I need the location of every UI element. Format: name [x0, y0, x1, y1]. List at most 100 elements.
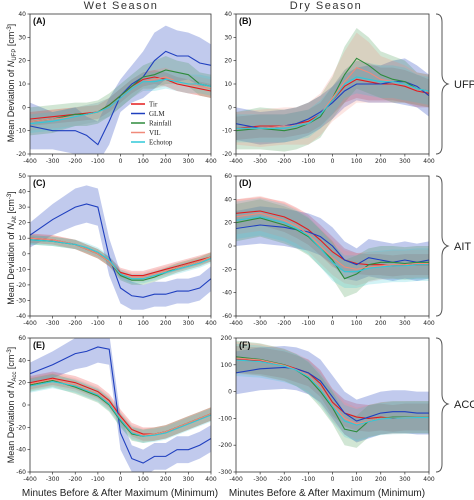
line-d-vil: [236, 212, 429, 270]
band-d-rainfall: [236, 199, 429, 298]
xtick-label-f: 0: [331, 476, 335, 483]
ytick-label-d: 60: [224, 173, 232, 180]
ytick-label-e: -60: [16, 469, 26, 476]
panel-e: -400 -300 -200 -100 0 100 200 300 400-60-40-2002…: [16, 335, 217, 483]
ytick-label-f: 0: [228, 389, 232, 396]
band-b-rainfall: [236, 28, 429, 152]
ytick-label-d: -20: [222, 266, 232, 273]
panel-label-d: (D): [239, 178, 252, 188]
ytick-label-b: 20: [224, 58, 232, 65]
panel-b: -400 -300 -200 -100 0 100 200 300 400-20-1001020…: [222, 11, 435, 165]
xtick-label-d: 300: [399, 320, 411, 327]
ytick-label-c: 10: [18, 235, 26, 242]
ytick-label-e: -20: [16, 424, 26, 431]
xtick-label-e: 300: [183, 476, 195, 483]
ytick-label-e: -40: [16, 447, 26, 454]
xtick-label-b: 300: [399, 158, 411, 165]
ytick-label-f: -100: [218, 415, 232, 422]
band-a-glm: [30, 25, 211, 154]
xtick-label-f: 100: [351, 476, 363, 483]
line-b-echotop: [236, 76, 429, 129]
band-e-rainfall: [30, 373, 211, 443]
xtick-label-b: -300: [253, 158, 267, 165]
ytick-label-d: -40: [222, 290, 232, 297]
xtick-label-b: -400: [229, 158, 243, 165]
ytick-label-d: 20: [224, 220, 232, 227]
ytick-label-a: 20: [18, 58, 26, 65]
band-b-glm: [236, 58, 429, 145]
band-d-vil: [236, 195, 429, 286]
xtick-label-a: 400: [205, 158, 217, 165]
xtick-label-d: -400: [229, 320, 243, 327]
ytick-label-b: -10: [222, 128, 232, 135]
xtick-label-f: -200: [277, 476, 291, 483]
xtick-label-a: -100: [91, 158, 105, 165]
legend-label-rainfall: Rainfall: [149, 120, 172, 128]
xtick-label-d: 0: [331, 320, 335, 327]
panel-a: -400 -300 -200 -100 0 100 200 300 400-20-1001020…: [16, 11, 217, 165]
ytick-label-c: 50: [18, 173, 26, 180]
xtick-label-c: 0: [119, 320, 123, 327]
line-d-echotop: [236, 216, 429, 273]
xtick-label-c: -200: [68, 320, 82, 327]
xtick-label-c: -100: [91, 320, 105, 327]
xtick-label-b: -200: [277, 158, 291, 165]
xtick-label-c: -400: [23, 320, 37, 327]
row-label-acc: ACC: [454, 399, 474, 411]
xtick-label-b: 200: [375, 158, 387, 165]
ytick-label-c: 30: [18, 204, 26, 211]
ytick-label-c: 0: [22, 251, 26, 258]
ytick-label-d: -60: [222, 313, 232, 320]
xtick-label-e: -400: [23, 476, 37, 483]
ytick-label-c: 20: [18, 220, 26, 227]
band-e-vil: [30, 372, 211, 442]
line-a-rainfall: [30, 69, 211, 122]
xtick-label-c: 200: [160, 320, 172, 327]
xtick-label-e: -300: [46, 476, 60, 483]
xtick-label-f: -100: [302, 476, 316, 483]
xtick-label-b: -100: [302, 158, 316, 165]
row-label-ufp: UFP: [454, 79, 474, 91]
brace-acc: [435, 337, 450, 473]
ytick-label-b: 30: [224, 34, 232, 41]
xtick-label-f: -400: [229, 476, 243, 483]
line-d-glm: [236, 224, 429, 266]
xtick-label-c: 100: [137, 320, 149, 327]
ytick-label-f: -300: [218, 469, 232, 476]
panel-label-a: (A): [33, 16, 46, 26]
ytick-label-a: 40: [18, 11, 26, 18]
ytick-label-d: 0: [228, 243, 232, 250]
brace-ait: [435, 175, 450, 317]
xtick-label-f: 300: [399, 476, 411, 483]
band-a-vil: [30, 67, 211, 131]
ytick-label-c: -10: [16, 266, 26, 273]
band-e-glm: [30, 338, 211, 472]
ytick-label-b: 0: [228, 104, 232, 111]
ytick-label-b: 10: [224, 81, 232, 88]
panel-d: -400 -300 -200 -100 0 100 200 300 400-60-40-2002…: [222, 173, 435, 327]
xtick-label-a: -300: [46, 158, 60, 165]
xtick-label-d: 200: [375, 320, 387, 327]
ytick-label-b: 40: [224, 11, 232, 18]
band-a-echotop: [30, 70, 211, 133]
xlabel-right: Minutes Before & After Maximum (Minimum): [229, 488, 425, 499]
ytick-label-e: 0: [22, 402, 26, 409]
xtick-label-b: 0: [331, 158, 335, 165]
line-d-rainfall: [236, 217, 429, 280]
ytick-label-a: -10: [16, 128, 26, 135]
ytick-label-c: -20: [16, 282, 26, 289]
line-a-glm: [30, 50, 211, 146]
line-c-echotop: [30, 239, 211, 280]
xtick-label-a: 300: [183, 158, 195, 165]
legend-label-vil: VIL: [149, 129, 161, 137]
ytick-label-a: -20: [16, 151, 26, 158]
legend-label-tir: Tir: [149, 101, 158, 109]
xlabel-left: Minutes Before & After Maximum (Minimum): [22, 488, 218, 499]
band-e-echotop: [30, 374, 211, 443]
ytick-label-f: 100: [221, 362, 233, 369]
panel-f: -400 -300 -200 -100 0 100 200 300 400-300-200-10…: [218, 335, 435, 483]
line-f-echotop: [236, 359, 429, 426]
legend-label-glm: GLM: [149, 110, 165, 118]
xtick-label-a: -400: [23, 158, 37, 165]
ytick-label-a: 10: [18, 81, 26, 88]
